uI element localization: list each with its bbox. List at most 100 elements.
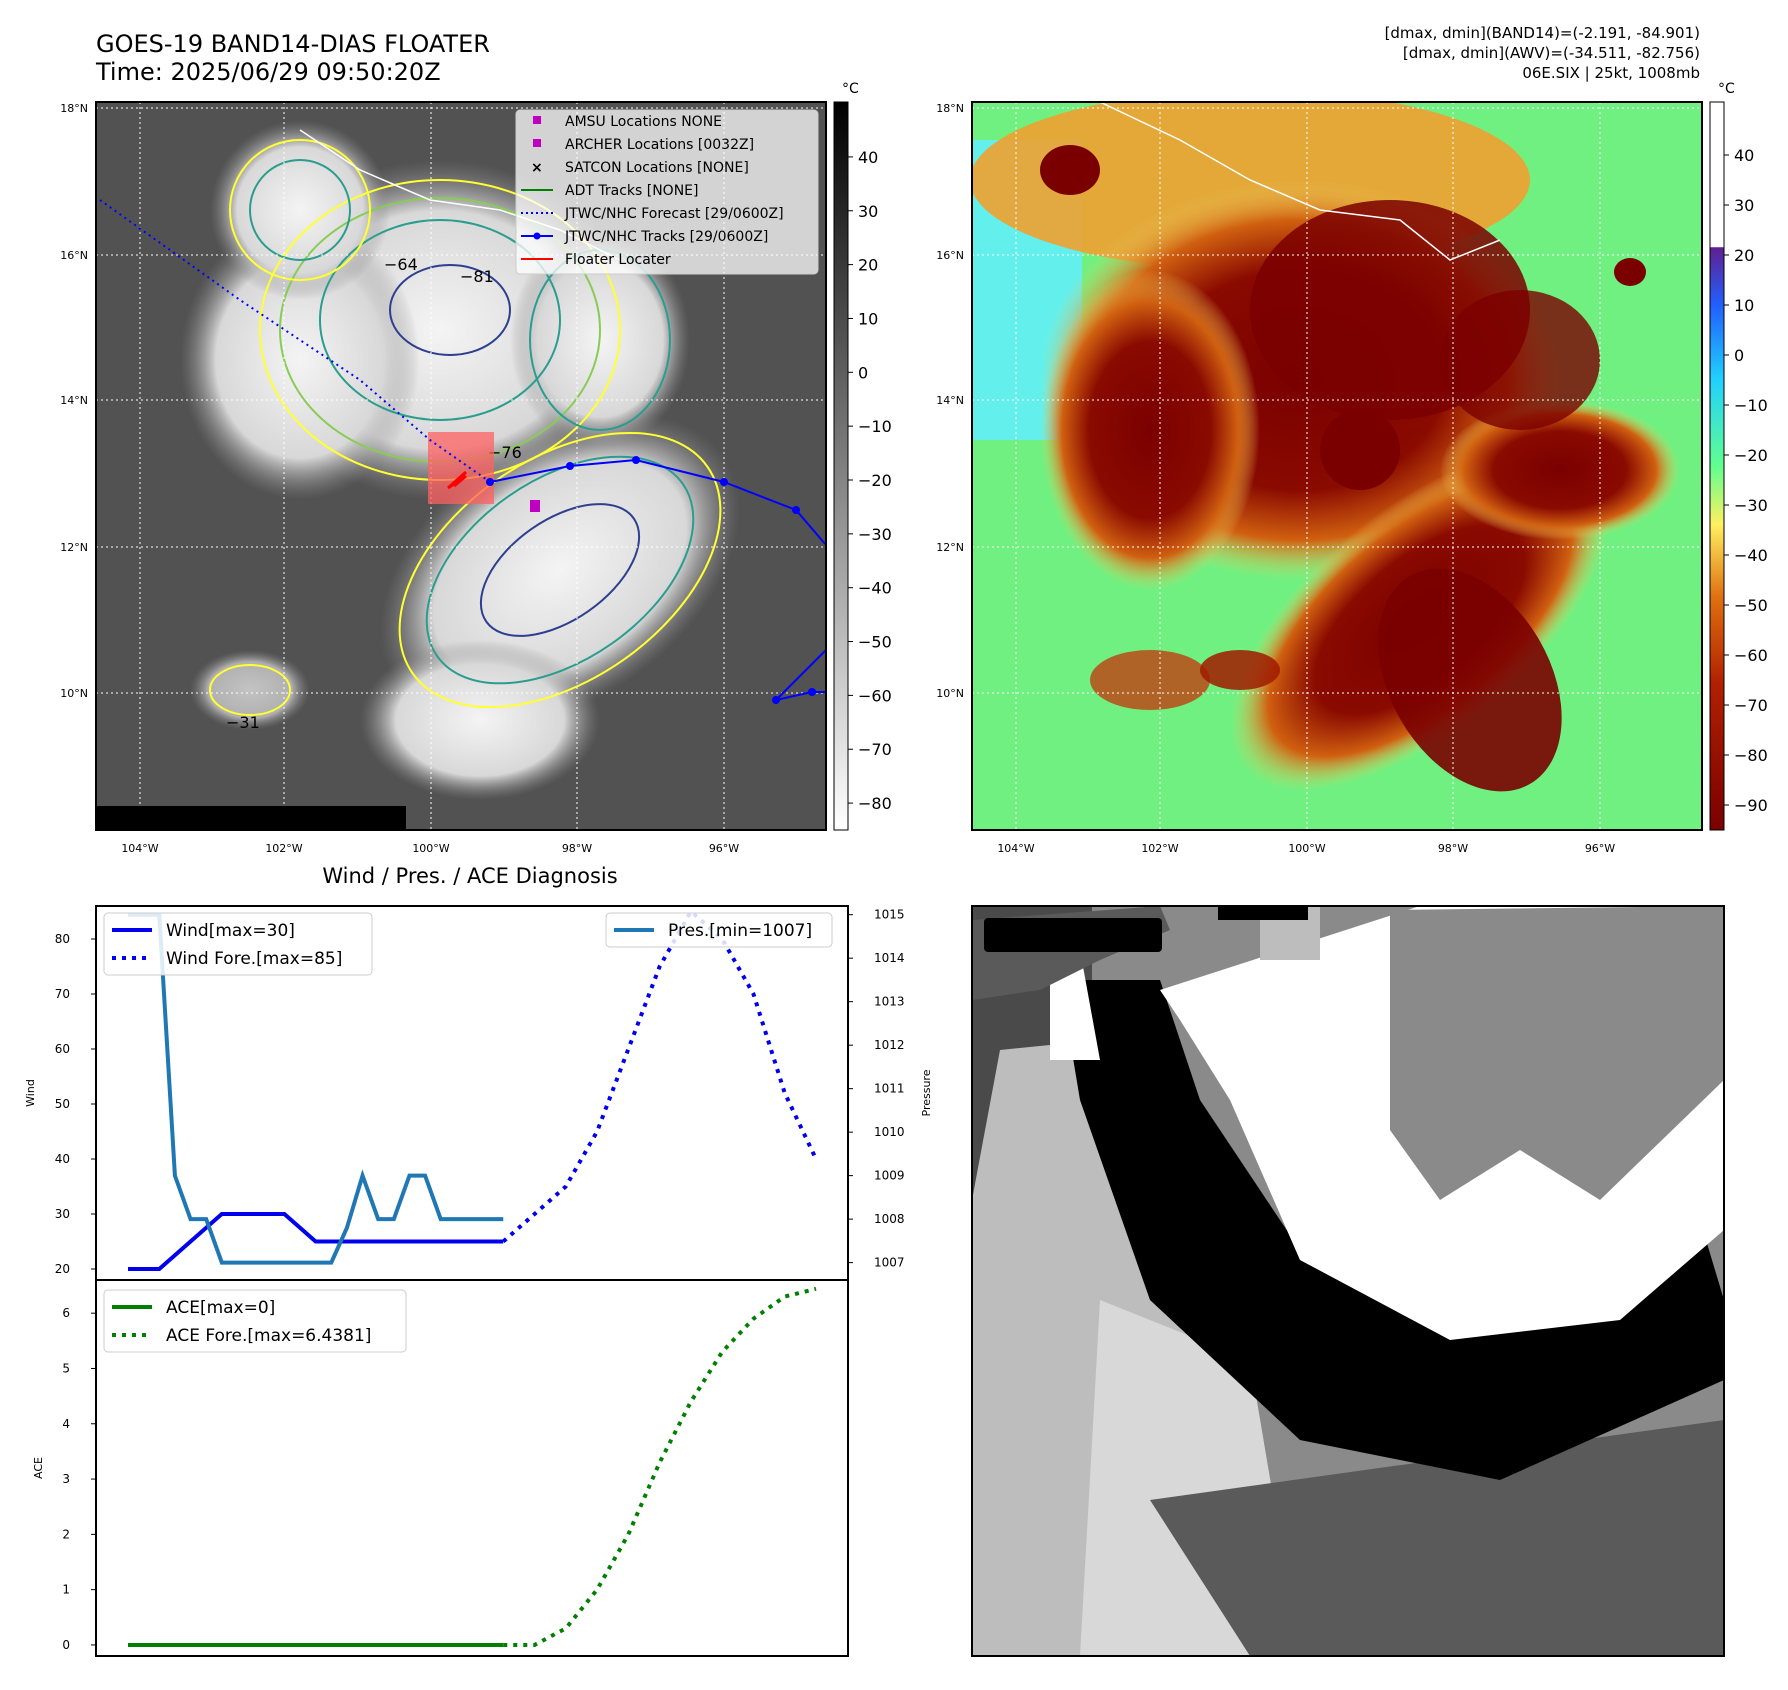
ir-colorbar-tick-label: −10 [858, 417, 892, 436]
archer-marker [530, 500, 540, 512]
pressure-ylabel: Pressure [920, 1069, 933, 1116]
wind-tick-label: 50 [55, 1097, 70, 1111]
svg-text:10°N: 10°N [60, 687, 88, 700]
awv-colorbar-tick-label: −60 [1734, 646, 1768, 665]
wind-tick-label: 80 [55, 932, 70, 946]
ace-tick-label: 5 [62, 1361, 70, 1375]
wind-tick-label: 40 [55, 1152, 70, 1166]
pressure-tick-label: 1007 [874, 1256, 905, 1270]
ir-colorbar-tick-label: −50 [858, 633, 892, 652]
pressure-tick-label: 1013 [874, 995, 905, 1009]
pressure-tick-label: 1009 [874, 1169, 905, 1183]
ir-colorbar-tick-label: 20 [858, 256, 878, 275]
figure-title: GOES-19 BAND14-DIAS FLOATER [96, 30, 490, 58]
legend-forecast: JTWC/NHC Forecast [29/0600Z] [564, 206, 784, 222]
pressure-line [128, 912, 504, 1265]
ir-lat-labels: 18°N 16°N 14°N 12°N 10°N [60, 102, 88, 700]
svg-text:100°W: 100°W [1288, 842, 1325, 855]
awv-colorbar-tick-label: −30 [1734, 496, 1768, 515]
awv-colorbar-tick-label: −40 [1734, 546, 1768, 565]
ir-colorbar-tick-label: −30 [858, 525, 892, 544]
floater-box [428, 432, 494, 504]
figure-time: Time: 2025/06/29 09:50:20Z [95, 58, 441, 86]
wind-tick-label: 30 [55, 1207, 70, 1221]
awv-colorbar-tick-label: −70 [1734, 696, 1768, 715]
awv-colorbar-tick-label: 40 [1734, 146, 1754, 165]
ir-colorbar-tick-label: −60 [858, 686, 892, 705]
ir-colorbar-tick-label: −80 [858, 794, 892, 813]
wind-ticks: 20 30 40 50 60 70 80 [55, 932, 96, 1276]
ir-colorbar: °C 40 30 20 10 0 −10 −20 −30 −40 −50 −60 −70 −80 [833, 81, 892, 831]
wind-tick-label: 70 [55, 987, 70, 1001]
wind-forecast-line [501, 908, 818, 1244]
awv-colorbar-tick-label: −20 [1734, 446, 1768, 465]
ace-tick-label: 1 [62, 1583, 70, 1597]
ir-colorbar-tick-label: 30 [858, 202, 878, 221]
awv-colorbar-tick-label: −90 [1734, 796, 1768, 815]
svg-text:102°W: 102°W [1141, 842, 1178, 855]
legend-archer: ARCHER Locations [0032Z] [565, 137, 754, 153]
ir-panel: −64 −76 −81 −31 [60, 101, 827, 855]
ir-lon-labels: 104°W 102°W 100°W 98°W 96°W [121, 842, 739, 855]
pressure-ticks: 1007 1008 1009 1010 1011 1012 1013 1014 1015 [848, 908, 905, 1270]
svg-text:104°W: 104°W [121, 842, 158, 855]
ir-colorbar-tick-label: −70 [858, 740, 892, 759]
wind-line [128, 1212, 504, 1271]
ace-tick-label: 2 [62, 1527, 70, 1541]
legend-amsu: AMSU Locations NONE [565, 114, 722, 130]
svg-text:96°W: 96°W [709, 842, 739, 855]
svg-text:10°N: 10°N [936, 687, 964, 700]
legend-ace: ACE[max=0] [166, 1298, 275, 1318]
ir-colorbar-unit: °C [842, 81, 859, 97]
contour-label: −64 [384, 255, 418, 274]
pressure-tick-label: 1015 [874, 908, 905, 922]
forecast-track [99, 199, 491, 483]
pressure-tick-label: 1011 [874, 1082, 905, 1096]
awv-colorbar-unit: °C [1718, 81, 1735, 97]
pressure-tick-label: 1008 [874, 1212, 905, 1226]
pressure-tick-label: 1014 [874, 951, 905, 965]
copyright: Copyright © 2020-2025 Dapiya [100, 810, 379, 829]
ir-colorbar-tick-label: 40 [858, 148, 878, 167]
ace-tick-label: 3 [62, 1472, 70, 1486]
svg-text:18°N: 18°N [60, 102, 88, 115]
svg-text:18°N: 18°N [936, 102, 964, 115]
wmg-panel: WMG Count: 0 [971, 905, 1725, 1657]
wind-tick-label: 20 [55, 1262, 70, 1276]
pressure-tick-label: 1010 [874, 1125, 905, 1139]
contour-label: −76 [488, 443, 522, 462]
legend-tracks: JTWC/NHC Tracks [29/0600Z] [564, 229, 768, 245]
svg-text:98°W: 98°W [562, 842, 592, 855]
legend-satcon: SATCON Locations [NONE] [565, 160, 749, 176]
wind-legend: Wind[max=30] Wind Fore.[max=85] [103, 912, 373, 976]
info-awv: [dmax, dmin](AWV)=(-34.511, -82.756) [1403, 44, 1700, 62]
pressure-tick-label: 1012 [874, 1038, 905, 1052]
ace-ticks: 0 1 2 3 4 5 6 [62, 1306, 96, 1652]
ace-tick-label: 4 [62, 1417, 70, 1431]
info-storm: 06E.SIX | 25kt, 1008mb [1522, 64, 1700, 82]
svg-text:12°N: 12°N [60, 541, 88, 554]
ace-tick-label: 0 [62, 1638, 70, 1652]
legend-adt: ADT Tracks [NONE] [565, 183, 698, 199]
svg-text:16°N: 16°N [936, 249, 964, 262]
ir-legend: AMSU Locations NONE ARCHER Locations [00… [515, 109, 819, 275]
ir-colorbar-tick-label: −40 [858, 579, 892, 598]
awv-colorbar: °C 40 30 20 10 0 −10 −20 −30 −40 −50 −60 −70 −80 −90 [1709, 81, 1768, 831]
svg-text:×: × [531, 160, 543, 176]
wind-tick-label: 60 [55, 1042, 70, 1056]
pressure-legend: Pres.[min=1007] [605, 912, 833, 948]
legend-pres: Pres.[min=1007] [668, 921, 812, 941]
diagnosis-series [128, 908, 818, 1647]
svg-text:16°N: 16°N [60, 249, 88, 262]
legend-floater: Floater Locater [565, 252, 671, 268]
awv-colorbar-tick-label: 20 [1734, 246, 1754, 265]
awv-colorbar-tick-label: −80 [1734, 746, 1768, 765]
svg-text:100°W: 100°W [412, 842, 449, 855]
legend-wind: Wind[max=30] [166, 921, 295, 941]
awv-colorbar-tick-label: −10 [1734, 396, 1768, 415]
ir-colorbar-tick-label: 0 [858, 363, 868, 382]
wmg-count: WMG Count: 0 [992, 923, 1153, 947]
ace-tick-label: 6 [62, 1306, 70, 1320]
ir-colorbar-tick-label: 10 [858, 309, 878, 328]
